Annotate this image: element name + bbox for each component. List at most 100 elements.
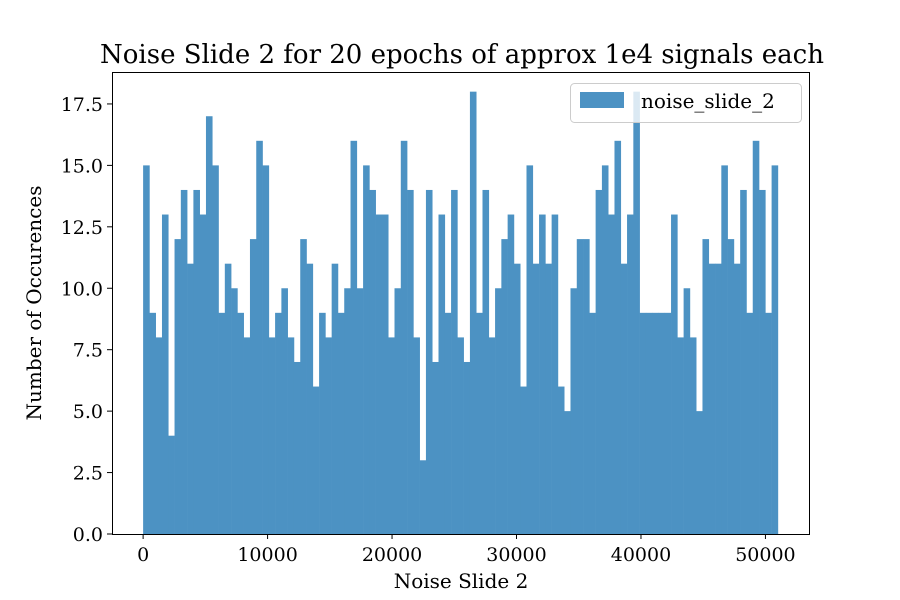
histogram-bar — [413, 337, 420, 534]
histogram-bar — [539, 214, 546, 534]
histogram-bar — [375, 214, 383, 534]
histogram-bar — [287, 337, 295, 534]
histogram-bar — [746, 312, 754, 534]
histogram-bar — [576, 239, 584, 534]
histogram-bar — [570, 288, 578, 534]
histogram-bar — [727, 239, 735, 534]
histogram-bar — [677, 337, 684, 534]
x-tick-label: 0 — [137, 544, 149, 566]
y-tick-label: 17.5 — [61, 94, 103, 116]
histogram-bar — [463, 361, 471, 534]
histogram-bar — [381, 214, 389, 534]
histogram-bar — [350, 140, 358, 534]
y-axis-label: Number of Occurences — [22, 186, 46, 421]
histogram-bar — [419, 460, 427, 534]
x-tick-label: 20000 — [362, 544, 422, 566]
histogram-bar — [249, 239, 257, 534]
histogram-bar — [601, 165, 609, 534]
histogram-bar — [331, 263, 339, 534]
histogram-bar — [363, 165, 370, 534]
histogram-bar — [231, 288, 238, 534]
histogram-bar — [507, 214, 515, 534]
histogram-bar — [469, 91, 477, 534]
histogram-bar — [262, 165, 270, 534]
bar-group — [143, 91, 779, 534]
histogram-bar — [696, 411, 703, 534]
histogram-bar — [551, 214, 559, 534]
histogram-bar — [608, 214, 615, 534]
x-tick-label: 30000 — [486, 544, 546, 566]
histogram-bar — [312, 386, 320, 534]
histogram-bar — [168, 435, 175, 534]
histogram-bar — [488, 337, 496, 534]
x-axis-ticks: 0 10000 20000 30000 40000 50000 — [137, 534, 796, 566]
histogram-bar — [400, 140, 408, 534]
histogram-bar — [180, 189, 188, 534]
histogram-bar — [733, 263, 741, 534]
histogram-bar — [205, 116, 213, 534]
histogram-bar — [337, 312, 345, 534]
y-tick-label: 12.5 — [61, 217, 103, 239]
histogram-bar — [325, 337, 332, 534]
histogram-bar — [319, 312, 326, 534]
histogram-bar — [300, 239, 307, 534]
histogram-bar — [671, 214, 678, 534]
y-tick-label: 2.5 — [73, 463, 103, 485]
histogram-bar — [155, 337, 163, 534]
histogram-bar — [595, 189, 603, 534]
histogram-bar — [356, 288, 364, 534]
y-tick-label: 15.0 — [61, 155, 103, 177]
histogram-bar — [212, 165, 219, 534]
histogram-bar — [683, 288, 691, 534]
y-tick-label: 10.0 — [61, 278, 103, 300]
histogram-bar — [564, 411, 571, 534]
histogram-bar — [715, 263, 722, 534]
histogram-bar — [369, 189, 376, 534]
chart-title: Noise Slide 2 for 20 epochs of approx 1e… — [100, 40, 824, 70]
histogram-bar — [306, 263, 314, 534]
histogram-bar — [639, 312, 647, 534]
histogram-bar — [689, 337, 697, 534]
histogram-bar — [224, 263, 232, 534]
histogram-bar — [513, 263, 521, 534]
histogram-bar — [344, 288, 351, 534]
histogram-bar — [633, 91, 640, 534]
histogram-bar — [765, 312, 772, 534]
histogram-bar — [627, 214, 634, 534]
plot-frame — [112, 72, 810, 535]
y-tick-label: 0.0 — [73, 524, 103, 546]
histogram-bar — [432, 361, 439, 534]
histogram-bar — [281, 288, 288, 534]
histogram-bar — [268, 337, 276, 534]
histogram-bar — [394, 288, 402, 534]
histogram-bar — [645, 312, 653, 534]
histogram-bar — [237, 312, 244, 534]
histogram-bar — [520, 386, 527, 534]
histogram-bar — [583, 239, 590, 534]
histogram-bar — [388, 337, 395, 534]
histogram-bar — [702, 239, 710, 534]
histogram-bar — [545, 263, 552, 534]
histogram-bar — [425, 189, 433, 534]
histogram-bar — [482, 189, 490, 534]
histogram-bar — [658, 312, 666, 534]
histogram-bar — [438, 214, 446, 534]
histogram-bar — [256, 140, 263, 534]
histogram-bar — [664, 312, 672, 534]
histogram-bar — [174, 239, 182, 534]
histogram-bar — [708, 263, 716, 534]
histogram-bar — [501, 239, 508, 534]
y-axis-ticks: 0.0 2.5 5.0 7.5 10.0 12.5 15.0 17.5 — [61, 94, 112, 546]
histogram-bar — [557, 386, 565, 534]
histogram-bar — [199, 214, 207, 534]
histogram-bar — [652, 312, 659, 534]
histogram-bar — [526, 165, 534, 534]
histogram-bar — [149, 312, 156, 534]
histogram-bar — [620, 263, 628, 534]
histogram-bar — [161, 214, 169, 534]
histogram-bar — [457, 337, 464, 534]
histogram-bar — [589, 312, 596, 534]
histogram-bar — [218, 312, 226, 534]
histogram-bar — [143, 165, 150, 534]
